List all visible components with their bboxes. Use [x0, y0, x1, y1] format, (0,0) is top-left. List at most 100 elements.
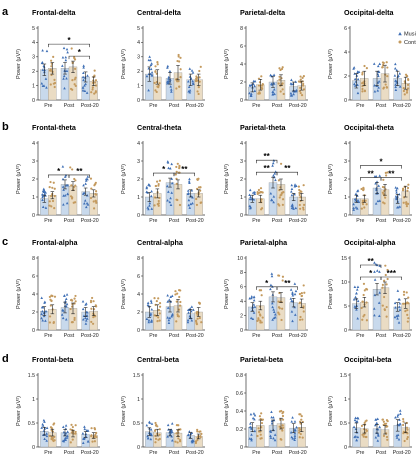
- data-point-music: [166, 66, 169, 69]
- data-point-music: [84, 205, 88, 209]
- data-point-control: [197, 86, 200, 89]
- data-point-music: [81, 307, 85, 311]
- data-point-music: [81, 88, 85, 92]
- data-point-music: [61, 439, 65, 442]
- data-point-control: [281, 66, 284, 69]
- y-tick-label: 0: [32, 328, 35, 334]
- data-point-control: [178, 203, 182, 207]
- data-point-music: [81, 75, 85, 79]
- data-point-music: [248, 437, 252, 440]
- data-point-music: [355, 74, 359, 77]
- data-point-music: [251, 317, 255, 321]
- data-point-music: [45, 432, 48, 435]
- y-tick-label: 0: [137, 445, 140, 451]
- data-point-control: [156, 61, 159, 64]
- data-point-music: [355, 207, 359, 210]
- data-point-control: [381, 286, 384, 289]
- data-point-music: [170, 191, 174, 194]
- x-tick-label: Post: [64, 103, 75, 109]
- data-point-music: [169, 167, 172, 170]
- data-point-music: [167, 81, 170, 85]
- panel-title-occipital-alpha: Occipital-alpha: [344, 238, 397, 247]
- data-point-music: [82, 191, 86, 194]
- data-point-music: [271, 318, 274, 321]
- data-point-music: [43, 437, 46, 440]
- data-point-music: [40, 296, 44, 300]
- data-point-control: [300, 294, 304, 297]
- data-point-control: [402, 293, 406, 296]
- y-tick-label: 4: [137, 292, 140, 298]
- significance-label: *: [379, 158, 383, 167]
- data-point-control: [302, 184, 305, 187]
- data-point-music: [166, 300, 170, 303]
- data-point-music: [252, 79, 256, 83]
- data-point-control: [302, 310, 305, 313]
- data-point-control: [194, 79, 197, 83]
- data-point-music: [188, 177, 191, 181]
- data-point-control: [93, 426, 96, 430]
- data-point-music: [396, 415, 399, 418]
- data-point-control: [407, 317, 410, 320]
- data-point-control: [157, 182, 160, 186]
- data-point-control: [300, 418, 303, 421]
- data-point-music: [293, 438, 296, 442]
- data-point-music: [169, 88, 173, 91]
- data-point-control: [196, 317, 199, 320]
- data-point-music: [147, 318, 151, 322]
- x-tick-label: Post-20: [81, 450, 99, 456]
- data-point-control: [302, 284, 305, 287]
- data-point-control: [402, 201, 405, 204]
- data-point-control: [299, 91, 302, 95]
- data-point-control: [278, 313, 281, 316]
- data-point-control: [365, 429, 369, 433]
- data-point-control: [73, 56, 76, 59]
- data-point-control: [69, 87, 73, 91]
- data-point-control: [199, 65, 202, 68]
- data-point-control: [403, 80, 406, 83]
- data-point-music: [62, 294, 66, 297]
- data-point-music: [375, 269, 379, 272]
- data-point-control: [177, 53, 180, 57]
- data-point-music: [65, 304, 68, 308]
- data-point-control: [73, 67, 77, 71]
- significance-label: *: [78, 48, 82, 57]
- data-point-music: [188, 91, 192, 94]
- data-point-control: [386, 277, 389, 281]
- data-point-control: [198, 76, 201, 79]
- data-point-music: [84, 322, 88, 325]
- data-point-control: [385, 174, 388, 177]
- data-point-control: [90, 91, 93, 94]
- y-tick-label: 4: [137, 141, 140, 147]
- data-point-control: [74, 184, 77, 187]
- data-point-music: [44, 319, 47, 322]
- data-point-music: [45, 49, 49, 53]
- data-point-control: [381, 418, 384, 421]
- data-point-music: [289, 430, 293, 434]
- data-point-music: [147, 207, 150, 211]
- data-point-control: [281, 426, 285, 429]
- data-point-music: [356, 299, 360, 303]
- data-point-music: [61, 308, 64, 312]
- data-point-control: [299, 413, 302, 416]
- data-point-control: [176, 59, 179, 63]
- panel-title-central-delta: Central-delta: [137, 8, 182, 17]
- data-point-music: [248, 193, 251, 197]
- data-point-control: [278, 291, 281, 295]
- data-point-music: [61, 185, 65, 188]
- data-point-control: [385, 61, 388, 64]
- data-point-control: [89, 177, 93, 180]
- data-point-music: [394, 186, 398, 189]
- data-point-music: [45, 86, 48, 89]
- data-point-music: [187, 79, 190, 83]
- y-tick-label: 8: [32, 256, 35, 262]
- data-point-control: [69, 166, 72, 169]
- data-point-control: [70, 431, 73, 434]
- data-point-control: [298, 193, 301, 197]
- data-point-music: [291, 292, 294, 296]
- data-point-control: [259, 187, 263, 190]
- y-tick-label: 1: [137, 83, 140, 89]
- data-point-music: [62, 74, 66, 78]
- data-point-music: [42, 429, 46, 432]
- data-point-music: [148, 55, 151, 58]
- data-point-music: [65, 302, 69, 306]
